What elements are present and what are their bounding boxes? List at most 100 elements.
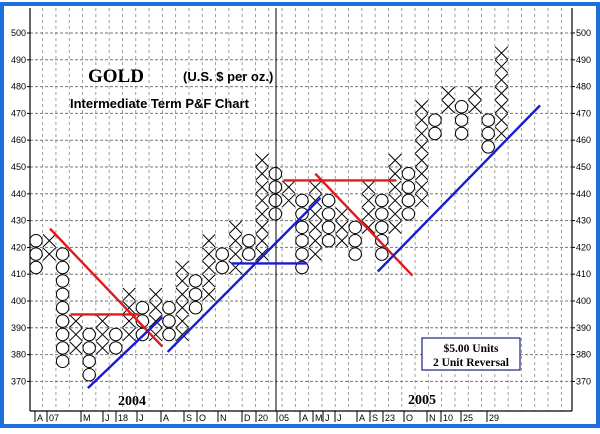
o-box — [375, 220, 389, 235]
pf-column-o — [428, 113, 442, 141]
x-box — [415, 140, 429, 154]
y-tick-label-left: 380 — [11, 350, 26, 360]
pf-column-o — [215, 247, 229, 275]
x-box — [95, 341, 110, 355]
pf-column-o — [242, 234, 256, 261]
x-box — [202, 247, 216, 261]
x-tick-label: M — [83, 413, 91, 423]
x-tick-label: D — [244, 413, 251, 423]
o-box — [55, 301, 70, 315]
x-tick-label: O — [199, 413, 206, 423]
y-tick-label-right: 410 — [576, 269, 591, 279]
pf-column-o — [295, 193, 309, 275]
x-box — [228, 234, 243, 248]
pf-column-x — [149, 287, 163, 342]
x-box — [255, 180, 269, 194]
o-box — [321, 220, 336, 235]
x-box — [388, 180, 402, 194]
y-tick-label-right: 430 — [576, 216, 591, 226]
x-tick-label: O — [406, 413, 413, 423]
x-box — [415, 113, 429, 127]
o-box — [295, 207, 309, 221]
o-box — [55, 341, 70, 355]
o-box — [375, 193, 389, 208]
o-box — [82, 327, 96, 342]
pf-column-o — [55, 247, 70, 368]
o-box — [215, 247, 229, 261]
x-box — [494, 113, 509, 127]
x-box — [175, 327, 189, 342]
o-box — [242, 234, 256, 248]
x-box — [282, 180, 296, 194]
y-tick-label-right: 470 — [576, 108, 591, 118]
x-tick-label: 20 — [258, 413, 268, 423]
x-box — [175, 314, 189, 328]
x-box — [255, 220, 269, 234]
o-box — [109, 341, 123, 355]
x-box — [308, 234, 322, 248]
x-tick-label: 25 — [463, 413, 473, 423]
x-box — [308, 247, 322, 261]
x-box — [122, 327, 136, 342]
x-box — [175, 260, 189, 275]
x-box — [228, 247, 243, 261]
x-box — [361, 193, 376, 208]
o-box — [375, 207, 389, 221]
support-trendline — [376, 104, 541, 273]
o-box — [268, 207, 283, 221]
o-box — [454, 113, 469, 127]
y-tick-label-left: 440 — [11, 189, 26, 199]
o-box — [295, 234, 309, 248]
o-box — [375, 247, 389, 261]
x-box — [228, 220, 243, 234]
o-box — [481, 113, 495, 127]
x-box — [308, 193, 322, 208]
x-tick-label: S — [186, 413, 192, 423]
o-box — [55, 274, 70, 288]
o-box — [348, 234, 362, 248]
resistance-trendline — [314, 172, 414, 277]
y-tick-label-right: 390 — [576, 323, 591, 333]
grid — [30, 8, 572, 411]
y-tick-label-left: 400 — [11, 296, 26, 306]
o-box — [375, 234, 389, 248]
pf-column-x — [282, 180, 296, 208]
o-box — [481, 126, 495, 141]
y-tick-label-left: 390 — [11, 323, 26, 333]
x-box — [175, 274, 189, 288]
pf-column-o — [29, 234, 43, 275]
x-box — [494, 46, 509, 60]
x-box — [308, 180, 322, 194]
x-box — [122, 301, 136, 315]
year-label-2004: 2004 — [118, 394, 146, 409]
legend-border — [421, 337, 521, 371]
o-box — [215, 260, 229, 275]
x-box — [42, 247, 56, 261]
x-box — [494, 126, 509, 141]
o-box — [55, 287, 70, 301]
x-box — [95, 327, 110, 342]
y-tick-label-right: 500 — [576, 28, 591, 38]
y-tick-label-left: 370 — [11, 376, 26, 386]
y-tick-label-left: 450 — [11, 162, 26, 172]
x-box — [255, 167, 269, 181]
x-box — [149, 287, 163, 301]
o-box — [55, 247, 70, 261]
x-box — [335, 207, 349, 221]
x-box — [149, 301, 163, 315]
o-box — [55, 260, 70, 275]
x-tick-label: A — [359, 413, 365, 423]
x-box — [255, 207, 269, 221]
o-box — [242, 247, 256, 261]
x-box — [175, 301, 189, 315]
axes: 370 370 380 380 390 390 400 400 410 410 420 420 430 4… — [11, 8, 591, 423]
support-trendline — [87, 316, 164, 389]
x-box — [388, 207, 402, 221]
o-box — [268, 193, 283, 208]
x-box — [255, 153, 269, 167]
legend-box: $5.00 Units 2 Unit Reversal — [421, 337, 521, 371]
o-box — [55, 314, 70, 328]
y-tick-label-left: 490 — [11, 55, 26, 65]
x-tick-label: N — [220, 413, 227, 423]
o-box — [401, 193, 416, 208]
